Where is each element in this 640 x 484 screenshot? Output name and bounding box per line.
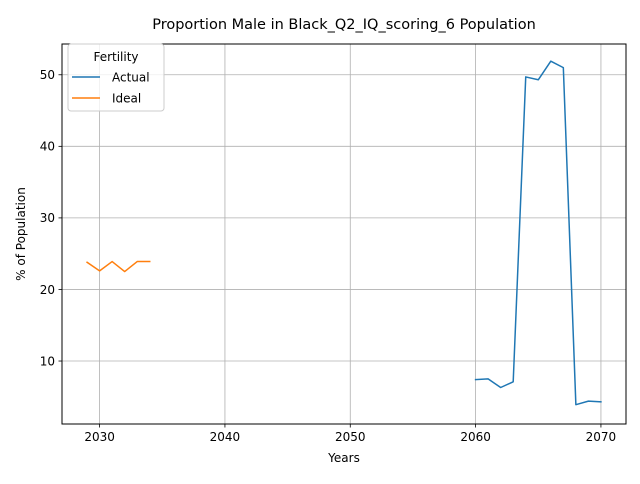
y-tick-label: 30 — [40, 211, 55, 225]
y-tick-label: 20 — [40, 283, 55, 297]
grid — [62, 44, 626, 424]
x-tick-label: 2040 — [210, 430, 241, 444]
y-tick-label: 10 — [40, 354, 55, 368]
series-lines — [86, 60, 602, 406]
x-tick-label: 2070 — [586, 430, 617, 444]
legend: Fertility Actual Ideal — [67, 43, 165, 112]
plot-frame — [61, 43, 627, 425]
series-line-actual — [474, 60, 602, 406]
y-axis-label: % of Population — [14, 187, 28, 281]
chart-title: Proportion Male in Black_Q2_IQ_scoring_6… — [152, 17, 536, 33]
x-tick-label: 2050 — [335, 430, 366, 444]
y-tick-label: 50 — [40, 68, 55, 82]
legend-label-ideal: Ideal — [112, 92, 141, 106]
legend-title: Fertility — [93, 50, 138, 64]
y-tick-label: 40 — [40, 140, 55, 154]
series-line-ideal — [86, 260, 151, 273]
x-tick-label: 2030 — [84, 430, 115, 444]
x-axis-label: Years — [327, 451, 360, 465]
legend-label-actual: Actual — [112, 71, 150, 85]
x-tick-label: 2060 — [460, 430, 491, 444]
legend-box — [67, 43, 165, 112]
